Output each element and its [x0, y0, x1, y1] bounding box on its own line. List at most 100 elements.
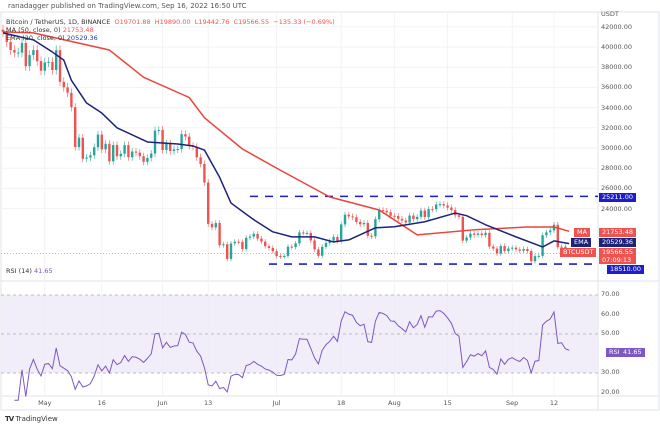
- candle-body: [24, 42, 27, 67]
- ma-price-tag: 21753.48: [599, 228, 637, 237]
- candle-body: [412, 215, 415, 220]
- candle-body: [400, 218, 404, 221]
- candle-body: [393, 215, 396, 217]
- price-tick: 32000.00: [601, 123, 633, 132]
- candle-body: [446, 205, 449, 208]
- candle-body: [549, 230, 552, 233]
- candle-body: [351, 216, 354, 218]
- price-tick: 36000.00: [601, 83, 633, 92]
- ema-value: 20529.36: [66, 34, 98, 42]
- last-price-tag: 19566.55 07:09:13: [599, 248, 637, 264]
- legend-ema-row[interactable]: EMA (20, close, 0) 20529.36: [6, 34, 98, 43]
- price-tick: 28000.00: [601, 164, 633, 173]
- candle-body: [108, 143, 111, 162]
- candle-body: [267, 246, 271, 248]
- legend-rsi-row[interactable]: RSI (14) 41.65: [6, 267, 53, 276]
- candle-body: [127, 145, 130, 158]
- candle-body: [248, 236, 252, 238]
- legend-ma-row[interactable]: MA (50, close, 0) 21753.48: [6, 26, 94, 35]
- tradingview-logo[interactable]: TV TradingView: [5, 415, 58, 424]
- candle-body: [256, 233, 259, 239]
- rsi-tick: 30.00: [601, 368, 620, 376]
- candle-body: [283, 255, 286, 257]
- candle-body: [123, 145, 126, 154]
- ma-label: MA (50, close, 0): [6, 26, 61, 34]
- candle-body: [100, 134, 103, 150]
- candle-body: [427, 209, 430, 218]
- candle-body: [233, 241, 236, 244]
- candle-body: [85, 157, 88, 159]
- price-tick: 26000.00: [601, 184, 633, 193]
- candle-body: [442, 204, 445, 206]
- candle-body: [324, 243, 328, 247]
- ema20-line: [2, 32, 570, 248]
- candle-body: [321, 246, 324, 256]
- candle-body: [560, 246, 563, 248]
- rsi-tag-label: RSI: [606, 348, 623, 357]
- candle-body: [1, 29, 5, 32]
- candle-body: [332, 236, 335, 241]
- candle-body: [271, 247, 274, 252]
- time-tick: 12: [549, 399, 559, 407]
- candle-body: [245, 237, 248, 250]
- candle-body: [340, 224, 343, 242]
- candle-body: [541, 235, 544, 256]
- candle-body: [134, 151, 138, 153]
- candle-body: [81, 137, 84, 159]
- candle-body: [317, 249, 320, 256]
- candle-body: [381, 210, 385, 212]
- candle-body: [397, 215, 400, 219]
- candle-body: [499, 246, 502, 254]
- candle-body: [518, 249, 521, 251]
- candle-body: [93, 147, 96, 156]
- candle-body: [112, 145, 115, 162]
- candle-body: [5, 31, 8, 42]
- candle-body: [176, 149, 179, 151]
- resistance-price-tag: 25211.00: [599, 193, 637, 202]
- candle-body: [355, 217, 358, 222]
- candle-body: [241, 241, 244, 250]
- candle-body: [298, 232, 301, 244]
- candle-body: [378, 210, 381, 220]
- candle-body: [438, 204, 442, 206]
- candle-body: [226, 244, 229, 259]
- candle-body: [522, 249, 525, 251]
- ema-price-tag: 20529.36: [599, 238, 637, 247]
- candle-body: [74, 107, 77, 147]
- rsi-line: [14, 310, 570, 401]
- candle-body: [131, 151, 134, 158]
- time-tick: Aug: [388, 399, 401, 407]
- candle-body: [416, 216, 419, 220]
- candle-body: [180, 134, 183, 150]
- candle-body: [32, 50, 35, 56]
- candle-body: [43, 62, 46, 71]
- candle-body: [279, 256, 282, 258]
- candle-body: [210, 223, 214, 228]
- candle-body: [359, 221, 362, 225]
- candle-body: [328, 240, 331, 244]
- candle-body: [89, 155, 92, 158]
- candle-body: [104, 143, 107, 150]
- candle-body: [526, 249, 529, 252]
- candle-body: [165, 143, 168, 151]
- candle-body: [47, 61, 50, 63]
- candle-body: [362, 222, 366, 225]
- rsi-value: 41.65: [34, 267, 53, 275]
- candle-body: [264, 241, 267, 247]
- publish-header: ranadagger published on TradingView.com,…: [8, 2, 247, 10]
- candle-body: [404, 220, 407, 223]
- candle-body: [480, 233, 483, 236]
- ma-value: 21753.48: [62, 26, 94, 34]
- symbol-name: Bitcoin / TetherUS, 1D, BINANCE: [6, 18, 111, 26]
- candle-body: [469, 233, 472, 238]
- candle-body: [435, 204, 438, 210]
- candle-body: [142, 156, 145, 162]
- candle-body: [389, 212, 392, 216]
- candle-body: [503, 246, 506, 252]
- candle-body: [58, 50, 62, 82]
- rsi-price-tag: 41.65: [620, 348, 645, 357]
- candle-body: [66, 87, 69, 93]
- candle-body: [218, 222, 221, 246]
- candle-body: [450, 207, 453, 211]
